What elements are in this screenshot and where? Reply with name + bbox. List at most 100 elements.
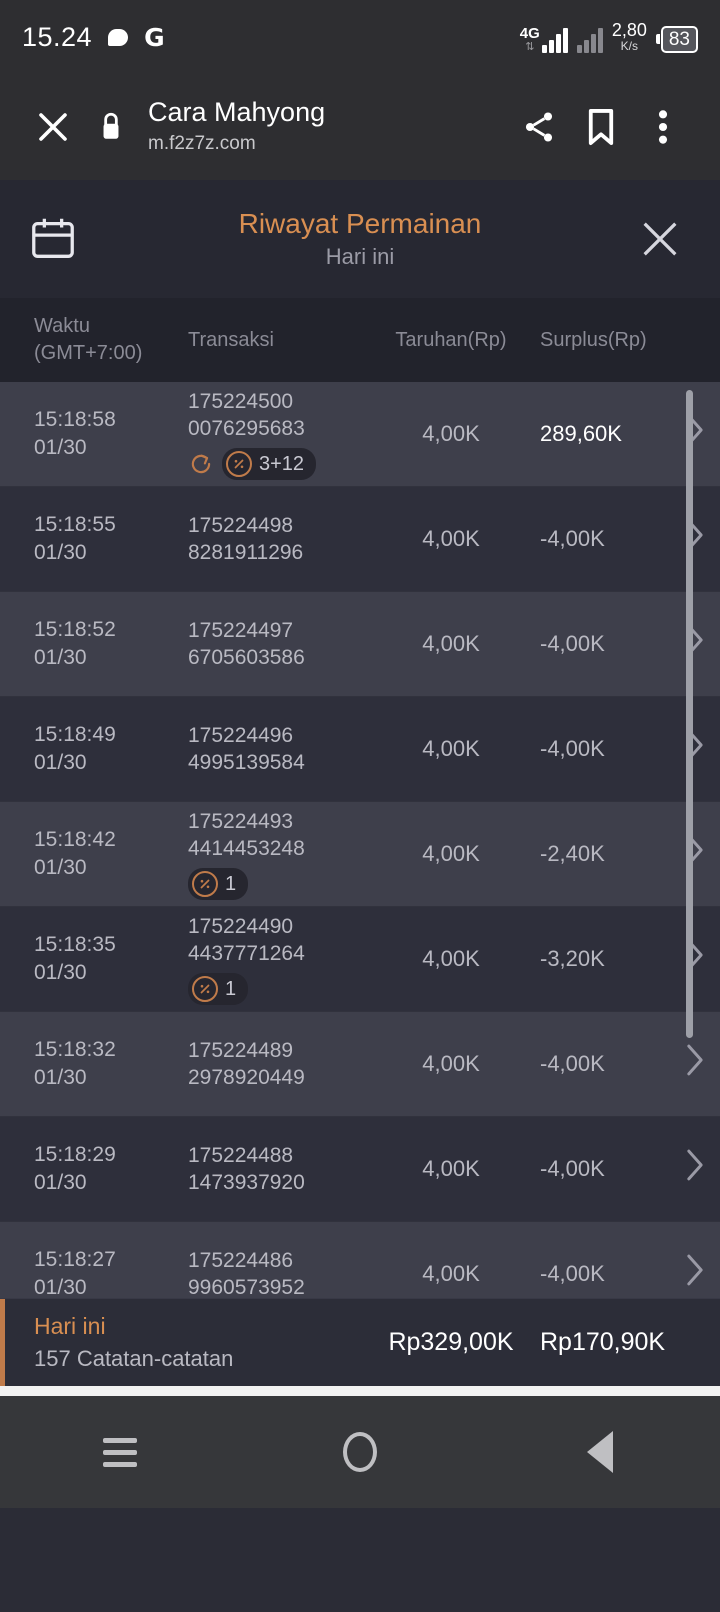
home-circle-icon xyxy=(343,1432,377,1472)
row-detail-chevron[interactable] xyxy=(670,1148,720,1190)
row-time-value: 15:18:52 xyxy=(34,617,116,641)
row-detail-chevron[interactable] xyxy=(670,938,720,980)
row-bet: 4,00K xyxy=(422,631,480,656)
status-bar-right: 4G ⇅ 2,80 K/s 83 xyxy=(519,20,698,53)
more-vertical-icon xyxy=(658,110,668,144)
share-button[interactable] xyxy=(508,109,570,145)
signal-bars-icon-2 xyxy=(576,27,603,53)
row-badges: 1 xyxy=(188,973,370,1006)
recents-button[interactable] xyxy=(60,1437,180,1467)
row-transaction: 175224488 1473937920 xyxy=(188,1142,370,1197)
row-transaction-id-line1: 175224488 xyxy=(188,1143,294,1167)
battery-percent-label: 83 xyxy=(660,25,698,53)
table-row[interactable]: 15:18:55 01/30 175224498 8281911296 4,00K -4,… xyxy=(0,487,720,592)
row-transaction-id-line1: 175224496 xyxy=(188,723,294,747)
table-row[interactable]: 15:18:42 01/30 175224493 4414453248 1 4,00K -2… xyxy=(0,802,720,907)
share-icon xyxy=(525,112,553,142)
overflow-menu-button[interactable] xyxy=(632,108,694,146)
browser-close-button[interactable] xyxy=(26,109,80,145)
row-detail-chevron[interactable] xyxy=(670,1043,720,1085)
row-detail-chevron[interactable] xyxy=(670,413,720,455)
row-badges: 1 xyxy=(188,868,370,901)
table-row[interactable]: 15:18:52 01/30 175224497 6705603586 4,00K -4,… xyxy=(0,592,720,697)
browser-actions xyxy=(508,108,694,146)
summary-period-label: Hari ini xyxy=(34,1312,106,1339)
history-summary-footer: Hari ini 157 Catatan-catatan Rp329,00K R… xyxy=(0,1298,720,1386)
back-button[interactable] xyxy=(540,1431,660,1473)
row-time-value: 15:18:27 xyxy=(34,1247,116,1271)
row-transaction: 175224497 6705603586 xyxy=(188,617,370,672)
row-time: 15:18:42 01/30 xyxy=(0,826,188,883)
history-title: Riwayat Permainan xyxy=(238,207,482,239)
row-detail-chevron[interactable] xyxy=(670,728,720,770)
summary-total-bet: Rp329,00K xyxy=(388,1328,514,1356)
row-time-value: 15:18:42 xyxy=(34,827,116,851)
row-transaction-id-line2: 9960573952 xyxy=(188,1276,305,1298)
row-surplus: 289,60K xyxy=(540,421,622,446)
row-bet: 4,00K xyxy=(422,1051,480,1076)
row-date-value: 01/30 xyxy=(34,961,87,984)
row-surplus: -4,00K xyxy=(540,1051,605,1076)
table-header: Waktu (GMT+7:00) Transaksi Taruhan(Rp) S… xyxy=(0,298,720,382)
row-time: 15:18:32 01/30 xyxy=(0,1036,188,1093)
game-type-icon xyxy=(192,976,218,1003)
row-transaction: 175224496 4995139584 xyxy=(188,722,370,777)
row-surplus: -4,00K xyxy=(540,1156,605,1181)
row-date-value: 01/30 xyxy=(34,856,87,879)
row-time-value: 15:18:35 xyxy=(34,932,116,956)
row-surplus: -2,40K xyxy=(540,841,605,866)
row-date-value: 01/30 xyxy=(34,646,87,669)
column-header-bet: Taruhan(Rp) xyxy=(395,328,507,351)
browser-title-block[interactable]: Cara Mahyong m.f2z7z.com xyxy=(142,97,508,157)
row-detail-chevron[interactable] xyxy=(670,518,720,560)
date-picker-button[interactable] xyxy=(28,214,102,264)
row-date-value: 01/30 xyxy=(34,1171,87,1194)
column-header-transaction: Transaksi xyxy=(188,328,274,351)
table-row[interactable]: 15:18:27 01/30 175224486 9960573952 4,00K -4,… xyxy=(0,1222,720,1298)
data-rate-value: 2,80 xyxy=(611,20,647,41)
bookmark-icon xyxy=(588,109,614,145)
round-count-badge[interactable]: 3+12 xyxy=(222,448,317,481)
row-transaction-id-line1: 175224489 xyxy=(188,1038,294,1062)
history-close-button[interactable] xyxy=(628,216,692,262)
row-time: 15:18:27 01/30 xyxy=(0,1246,188,1298)
page-url: m.f2z7z.com xyxy=(148,133,256,155)
row-bet: 4,00K xyxy=(422,1261,480,1286)
row-transaction-id-line1: 175224493 xyxy=(188,809,294,833)
history-subtitle: Hari ini xyxy=(325,244,395,270)
replay-icon[interactable] xyxy=(188,451,214,477)
row-time-value: 15:18:32 xyxy=(34,1037,116,1061)
row-transaction-id-line1: 175224486 xyxy=(188,1248,294,1272)
site-security-indicator[interactable] xyxy=(80,111,142,143)
row-time: 15:18:55 01/30 xyxy=(0,511,188,568)
row-time: 15:18:49 01/30 xyxy=(0,721,188,778)
row-detail-chevron[interactable] xyxy=(670,623,720,665)
row-date-value: 01/30 xyxy=(34,541,87,564)
network-type-label: 4G xyxy=(519,24,540,42)
table-row[interactable]: 15:18:49 01/30 175224496 4995139584 4,00K -4,… xyxy=(0,697,720,802)
table-row[interactable]: 15:18:29 01/30 175224488 1473937920 4,00K -4,… xyxy=(0,1117,720,1222)
row-detail-chevron[interactable] xyxy=(670,1253,720,1295)
row-surplus: -4,00K xyxy=(540,1261,605,1286)
row-transaction-id-line2: 1473937920 xyxy=(188,1171,305,1194)
round-count-badge[interactable]: 1 xyxy=(188,868,249,901)
row-transaction-id-line1: 175224498 xyxy=(188,513,294,537)
page-title: Cara Mahyong xyxy=(148,97,326,128)
row-transaction-id-line1: 175224497 xyxy=(188,618,294,642)
history-row-list[interactable]: 15:18:58 01/30 175224500 0076295683 3+12 4,00… xyxy=(0,382,720,1298)
android-navigation-bar xyxy=(0,1396,720,1508)
row-time-value: 15:18:49 xyxy=(34,722,116,746)
vertical-scrollbar[interactable] xyxy=(686,390,693,1038)
row-detail-chevron[interactable] xyxy=(670,833,720,875)
table-row[interactable]: 15:18:32 01/30 175224489 2978920449 4,00K -4,… xyxy=(0,1012,720,1117)
bookmark-button[interactable] xyxy=(570,108,632,146)
round-count-badge[interactable]: 1 xyxy=(188,973,249,1006)
table-row[interactable]: 15:18:58 01/30 175224500 0076295683 3+12 4,00… xyxy=(0,382,720,487)
home-button[interactable] xyxy=(300,1432,420,1472)
row-date-value: 01/30 xyxy=(34,1066,87,1089)
row-transaction: 175224500 0076295683 3+12 xyxy=(188,388,370,481)
row-transaction-id-line2: 6705603586 xyxy=(188,646,305,669)
table-row[interactable]: 15:18:35 01/30 175224490 4437771264 1 4,00K -3… xyxy=(0,907,720,1012)
chat-bubble-icon xyxy=(108,28,129,46)
